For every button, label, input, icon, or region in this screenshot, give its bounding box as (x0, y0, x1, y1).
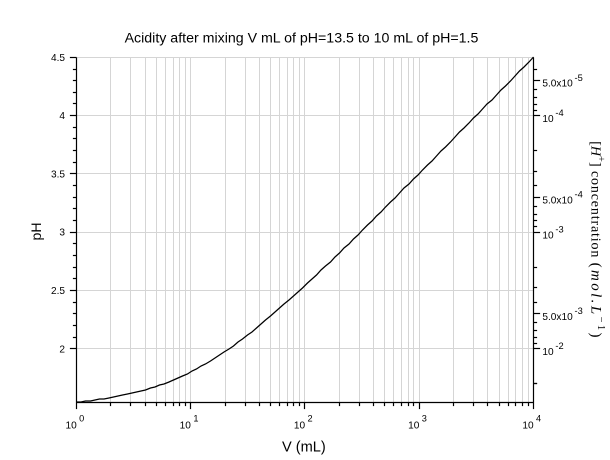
svg-text:1: 1 (193, 413, 198, 423)
svg-text:10: 10 (408, 420, 420, 431)
svg-text:4: 4 (536, 413, 541, 423)
svg-text:10: 10 (522, 420, 534, 431)
svg-text:4: 4 (59, 111, 65, 122)
svg-text:2: 2 (308, 413, 313, 423)
svg-text:[H+] concentration (mol.L−1): [H+] concentration (mol.L−1) (588, 141, 607, 340)
svg-text:3: 3 (59, 228, 65, 239)
svg-text:2.5: 2.5 (51, 286, 65, 297)
svg-text:10: 10 (65, 420, 77, 431)
svg-text:Acidity after mixing V mL of p: Acidity after mixing V mL of pH=13.5 to … (125, 31, 479, 47)
svg-text:3: 3 (422, 413, 427, 423)
svg-text:10: 10 (180, 420, 192, 431)
svg-text:0: 0 (79, 413, 84, 423)
svg-text:10: 10 (294, 420, 306, 431)
svg-text:pH: pH (28, 222, 44, 240)
svg-text:V (mL): V (mL) (282, 440, 326, 456)
svg-text:2: 2 (59, 344, 65, 355)
svg-text:4.5: 4.5 (51, 53, 65, 64)
svg-text:3.5: 3.5 (51, 169, 65, 180)
